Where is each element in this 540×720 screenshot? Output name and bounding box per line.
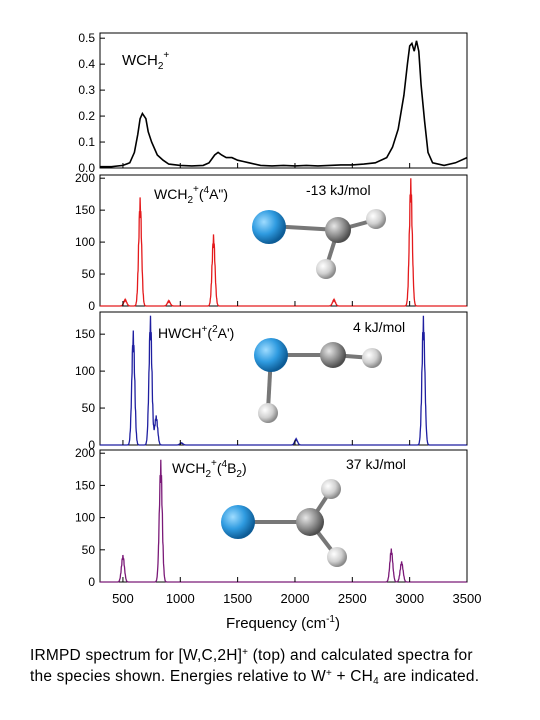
figure-caption: IRMPD spectrum for [W,C,2H]+ (top) and c… — [30, 645, 520, 687]
y-tick-label: 0.0 — [78, 161, 95, 175]
y-tick-label: 0 — [88, 299, 95, 313]
x-tick-label: 3500 — [453, 591, 482, 606]
series-line-b4 — [100, 459, 467, 583]
y-tick-label: 50 — [82, 267, 96, 281]
y-tick-label: 50 — [82, 401, 96, 415]
y-tick-label: 50 — [82, 543, 96, 557]
panel-label: HWCH+(2A') — [158, 324, 234, 341]
y-ticks: 0 50 100 150 200 — [75, 171, 105, 313]
y-tick-label: 100 — [75, 235, 95, 249]
panel-experimental: WCH2+ 0.0 0.1 0.2 0.3 0.4 0.5 — [78, 31, 468, 175]
spectra-curves — [100, 40, 468, 583]
y-tick-label: 200 — [75, 171, 95, 185]
panel-label: WCH2+(4A") — [154, 184, 228, 206]
x-axis-label: Frequency (cm-1) — [226, 614, 340, 632]
panel-4A: WCH2+(4A") -13 kJ/mol 0 50 100 150 200 — [75, 171, 468, 313]
caption-sup: + — [325, 668, 332, 679]
panel-label: WCH2+(4B2) — [172, 458, 247, 480]
y-tick-label: 0.1 — [78, 135, 95, 149]
molecule-4A-icon — [252, 209, 386, 279]
y-ticks: 0 50 100 150 200 — [75, 446, 105, 589]
panel-frame — [99, 32, 468, 169]
series-line-a2 — [100, 315, 467, 446]
x-tick-label: 1500 — [223, 591, 252, 606]
x-tick-label: 2000 — [281, 591, 310, 606]
y-tick-label: 100 — [75, 364, 95, 378]
panel-label: WCH2+ — [122, 50, 169, 72]
y-tick-label: 0.4 — [78, 57, 95, 71]
caption-sup: + — [242, 647, 249, 658]
y-tick-label: 0 — [88, 575, 95, 589]
spectra-figure: WCH2+ 0.0 0.1 0.2 0.3 0.4 0.5 WCH2+(4A") -13 … — [75, 31, 481, 632]
y-ticks: 0.0 0.1 0.2 0.3 0.4 0.5 — [78, 31, 105, 175]
series-line-exp — [100, 40, 468, 168]
caption-text: the species shown. Energies relative to … — [30, 668, 326, 685]
caption-sub: 4 — [373, 676, 379, 687]
energy-label: 37 kJ/mol — [346, 456, 406, 472]
y-tick-label: 150 — [75, 478, 95, 492]
energy-label: 4 kJ/mol — [353, 319, 405, 335]
y-ticks: 0 50 100 150 — [75, 327, 105, 452]
series-line-a4 — [100, 178, 467, 307]
x-tick-label: 2500 — [338, 591, 367, 606]
caption-text: are indicated. — [378, 668, 480, 685]
caption-text: IRMPD spectrum for [W,C,2H] — [30, 647, 243, 664]
molecule-2A-icon — [254, 338, 382, 423]
x-axis: 500 1000 1500 2000 2500 3000 3500 — [112, 163, 481, 606]
x-tick-label: 3000 — [395, 591, 424, 606]
caption-text: (top) and calculated spectra for — [248, 647, 473, 664]
caption-text: + CH — [332, 668, 374, 685]
molecule-4B2-icon — [221, 479, 347, 567]
y-tick-label: 0.3 — [78, 83, 95, 97]
y-tick-label: 0.5 — [78, 31, 95, 45]
panel-4B2: WCH2+(4B2) 37 kJ/mol 0 50 100 150 200 — [75, 446, 468, 589]
y-tick-label: 0 — [88, 438, 95, 452]
y-tick-label: 0.2 — [78, 109, 95, 123]
x-tick-label: 500 — [112, 591, 134, 606]
y-tick-label: 150 — [75, 327, 95, 341]
y-tick-label: 200 — [75, 446, 95, 460]
panel-frame — [99, 449, 468, 583]
x-tick-label: 1000 — [166, 591, 195, 606]
energy-label: -13 kJ/mol — [306, 182, 371, 198]
y-tick-label: 150 — [75, 203, 95, 217]
y-tick-label: 100 — [75, 511, 95, 525]
